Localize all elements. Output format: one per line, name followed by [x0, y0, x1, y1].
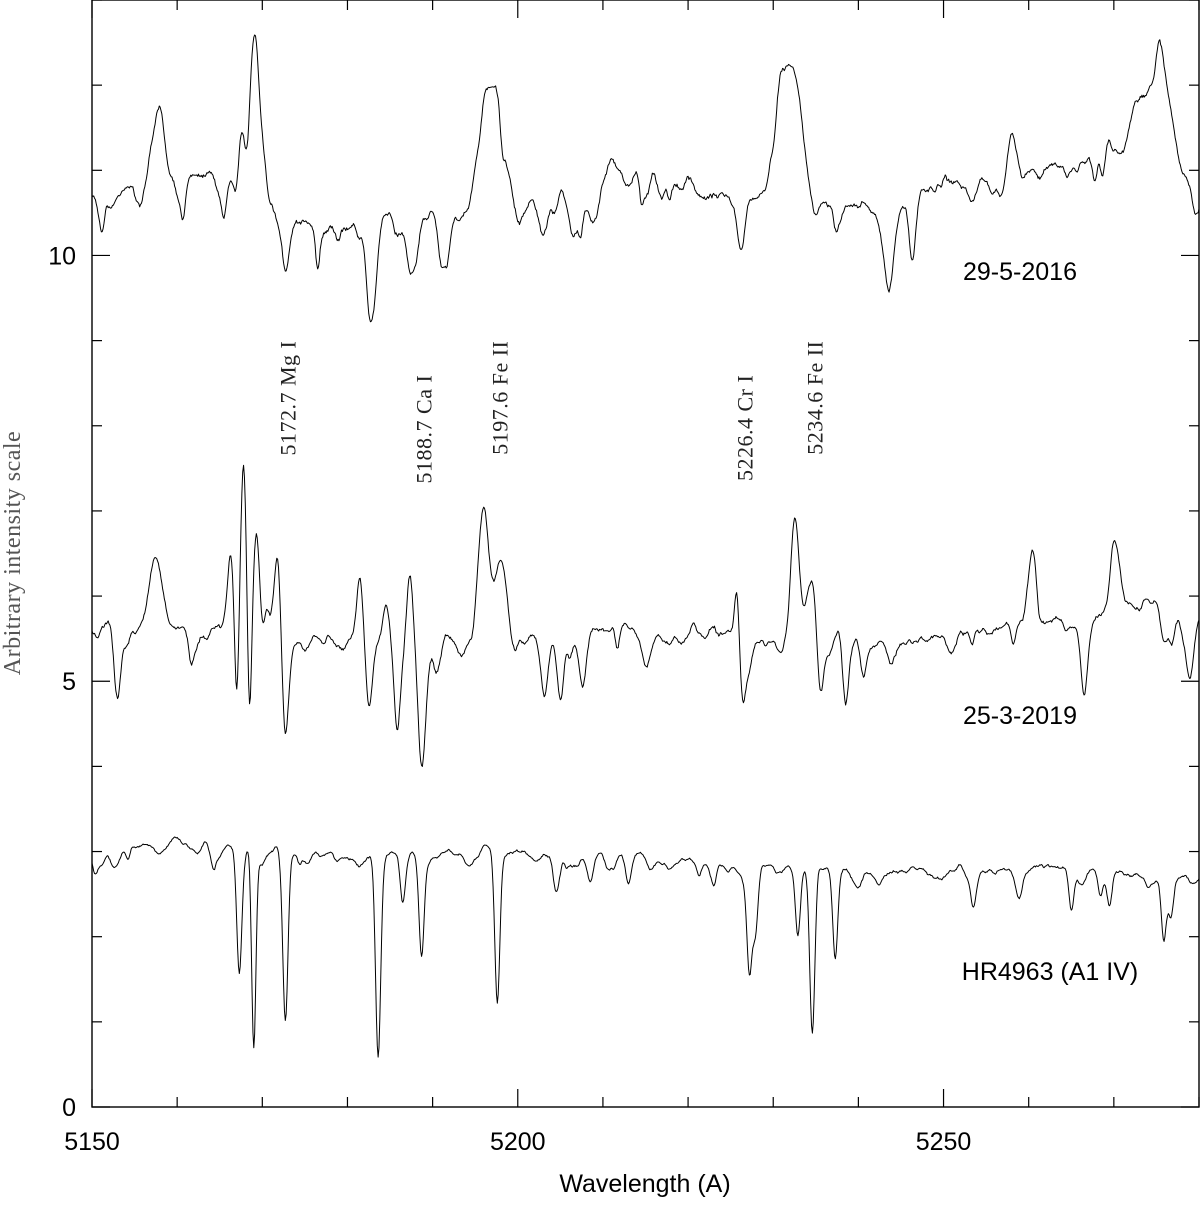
series-label: HR4963 (A1 IV) — [962, 958, 1138, 986]
series-label: 25-3-2019 — [963, 702, 1077, 730]
line-identification-label: 5197.6 Fe II — [487, 341, 512, 455]
x-tick-label: 5150 — [64, 1128, 120, 1156]
line-identification-label: 5234.6 Fe II — [802, 341, 827, 455]
axis-tick-labels: 5150 5200 5250 0 5 10 — [48, 242, 971, 1156]
spectrum-line — [91, 34, 1200, 323]
spectra-group — [91, 34, 1200, 1058]
line-identifications: 5172.7 Mg I 5188.7 Ca I 5197.6 Fe II 5226.4… — [275, 341, 827, 484]
x-axis-title: Wavelength (A) — [559, 1170, 730, 1198]
series-label: 29-5-2016 — [963, 258, 1077, 286]
plot-frame — [91, 0, 1200, 1108]
y-tick-label: 0 — [62, 1094, 76, 1122]
y-tick-label: 5 — [62, 668, 76, 696]
line-identification-label: 5188.7 Ca I — [412, 375, 437, 484]
axis-ticks — [91, 0, 1200, 1108]
spectrum-line — [91, 464, 1200, 767]
spectrum-line — [91, 836, 1200, 1058]
x-tick-label: 5200 — [490, 1128, 546, 1156]
line-identification-label: 5172.7 Mg I — [275, 341, 300, 456]
series-labels: 29-5-2016 25-3-2019 HR4963 (A1 IV) — [962, 258, 1138, 986]
y-tick-label: 10 — [48, 242, 76, 270]
line-identification-label: 5226.4 Cr I — [733, 375, 758, 481]
x-tick-label: 5250 — [916, 1128, 972, 1156]
y-axis-title: Arbitrary intensity scale — [0, 431, 26, 675]
